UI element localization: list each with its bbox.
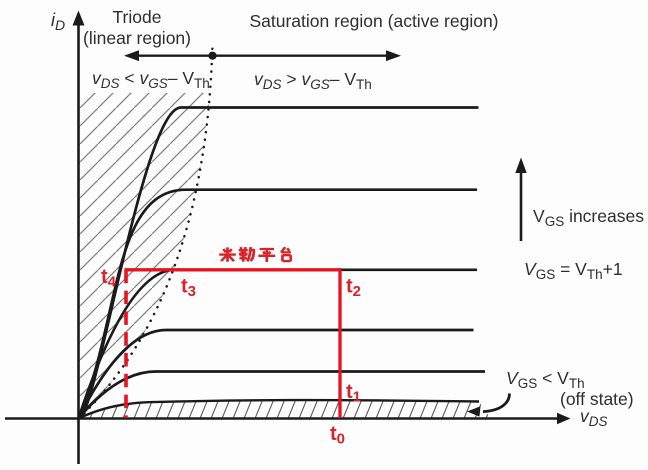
- svg-text:VGS = VTh+1: VGS = VTh+1: [524, 259, 623, 282]
- svg-text:VGS increases: VGS increases: [533, 206, 644, 229]
- svg-text:vDS: vDS: [580, 406, 608, 429]
- svg-text:vDS > vGS– VTh: vDS > vGS– VTh: [254, 69, 372, 92]
- svg-text:VGS < VTh: VGS < VTh: [506, 368, 585, 391]
- svg-text:(off state): (off state): [560, 389, 634, 409]
- svg-text:t0: t0: [330, 423, 345, 448]
- svg-text:Triode: Triode: [113, 7, 162, 27]
- svg-text:vDS < vGS– VTh: vDS < vGS– VTh: [92, 68, 210, 91]
- svg-text:(linear region): (linear region): [83, 28, 191, 48]
- svg-text:Saturation region (active regi: Saturation region (active region): [249, 11, 498, 31]
- svg-text:iD: iD: [51, 10, 65, 33]
- svg-text:t2: t2: [346, 276, 361, 301]
- svg-text:t3: t3: [181, 276, 196, 301]
- svg-text:t1: t1: [346, 381, 361, 406]
